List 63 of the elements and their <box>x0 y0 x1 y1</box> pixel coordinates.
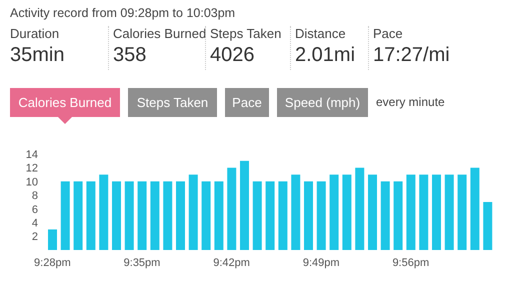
bar <box>291 174 300 250</box>
x-tick-label: 9:56pm <box>392 256 430 269</box>
bar <box>48 229 57 250</box>
text: Steps Taken <box>210 26 282 41</box>
x-tick-label: 9:42pm <box>213 256 250 269</box>
bar <box>444 174 454 250</box>
text: Pace <box>373 26 404 41</box>
bar <box>266 181 275 250</box>
text: 4026 <box>210 44 256 67</box>
y-tick-label: 4 <box>32 217 38 230</box>
bar <box>112 181 121 250</box>
text: 358 <box>113 44 148 67</box>
text: 35min <box>10 44 64 67</box>
bar <box>202 181 211 250</box>
text: Steps Taken <box>128 88 217 117</box>
text: Duration <box>10 26 60 41</box>
bar <box>138 181 147 250</box>
text: Calories Burned <box>113 26 206 41</box>
bar <box>74 181 83 250</box>
bar <box>483 202 492 250</box>
bar <box>330 174 339 250</box>
y-tick-label: 6 <box>32 204 38 216</box>
bar <box>252 181 262 250</box>
x-tick-label: 9:49pm <box>302 256 340 269</box>
text: 2.01mi <box>295 44 356 67</box>
text: Pace <box>225 88 269 117</box>
x-tick-label: 9:35pm <box>124 256 160 269</box>
bar <box>176 181 185 250</box>
text: Speed (mph) <box>277 88 368 117</box>
bar <box>227 168 236 250</box>
bar <box>214 181 224 250</box>
bar <box>124 181 134 250</box>
x-tick-label: 9:28pm <box>34 256 71 269</box>
bar <box>60 181 70 250</box>
bar <box>470 168 480 250</box>
bar <box>368 174 377 250</box>
y-tick-label: 8 <box>32 190 38 202</box>
bar <box>380 181 390 250</box>
bar <box>406 174 416 250</box>
text: every minute <box>376 95 445 109</box>
bar <box>163 181 172 250</box>
bar <box>86 181 96 250</box>
text: Calories Burned <box>10 88 120 117</box>
y-tick-label: 14 <box>26 148 38 161</box>
bar <box>342 174 352 250</box>
bar <box>99 174 108 250</box>
bar <box>316 181 326 250</box>
bar <box>355 168 364 250</box>
chart-title: Activity record from 09:28pm to 10:03pm <box>10 6 236 20</box>
bar <box>419 174 428 250</box>
text: Distance <box>295 26 347 41</box>
y-tick-label: 12 <box>26 162 38 175</box>
y-tick-label: 2 <box>32 231 38 244</box>
bar <box>304 181 313 250</box>
bar <box>394 181 403 250</box>
y-tick-label: 10 <box>26 176 38 188</box>
bar <box>432 174 441 250</box>
text: 17:27/mi <box>373 44 450 67</box>
bar <box>150 181 160 250</box>
bar <box>240 160 249 250</box>
bar <box>188 174 198 250</box>
bar <box>458 174 467 250</box>
bar <box>278 181 288 250</box>
